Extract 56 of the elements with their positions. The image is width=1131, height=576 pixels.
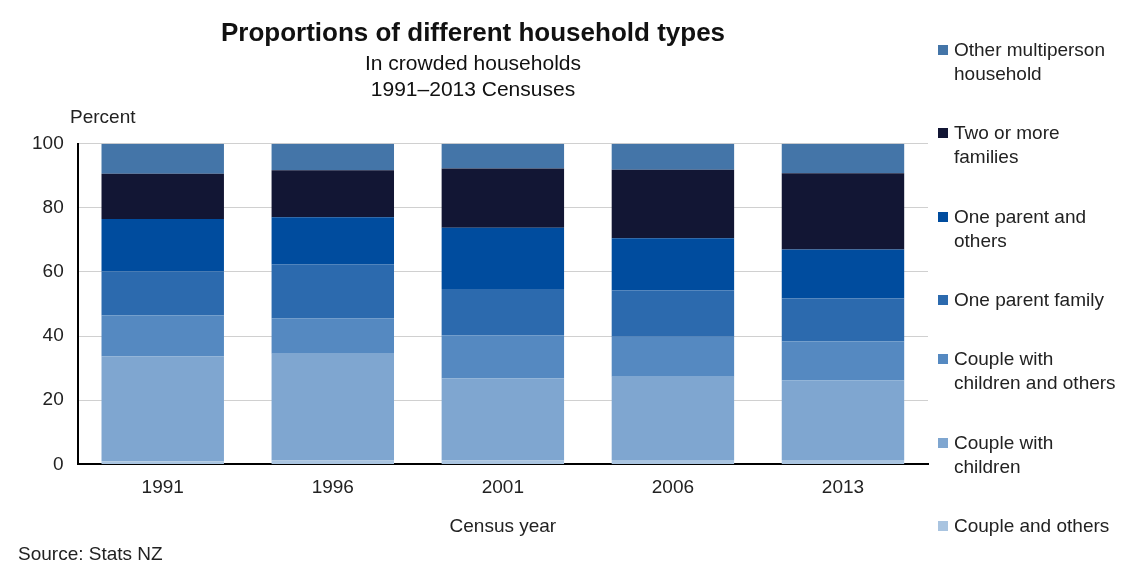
bar [611,376,735,460]
bar [781,341,905,381]
bar [271,318,395,354]
bar [781,298,905,342]
x-tick-label: 1996 [311,476,354,498]
x-tick-label: 2001 [481,476,524,498]
x-tick-label: 1991 [141,476,184,498]
bar [611,169,735,239]
bar [441,378,565,461]
x-tick-label: 2006 [651,476,695,498]
y-tick-label: 0 [53,452,64,474]
bar [781,459,905,464]
bar [611,336,735,377]
bar [611,238,735,291]
y-tick-label: 40 [42,324,64,346]
bar [611,459,735,464]
bar [271,353,395,461]
legend-label: Two or more families [954,121,1061,170]
bar [101,356,224,462]
legend-label: Couple and others [954,513,1110,538]
bar [101,143,224,174]
bar [441,288,565,336]
y-tick-label: 100 [32,131,64,153]
bar [101,173,224,220]
bar [271,264,395,319]
bar [781,380,905,460]
source-note: Source: Stats NZ [18,542,164,564]
bar [781,249,905,299]
bar [441,227,565,289]
y-tick-label: 60 [42,260,64,282]
y-axis-title: Percent [70,106,137,128]
bar [441,143,565,169]
chart-subtitle: In crowded households 1991–2013 Censuses [365,51,581,101]
legend-label: One parent family [954,288,1104,312]
bar [101,461,224,464]
legend-label: Couple with children and others [954,347,1117,396]
bar [441,335,565,379]
y-tick-label: 80 [42,196,64,218]
x-axis-title: Census year [449,514,557,536]
x-tick-label: 2013 [821,476,865,498]
bar [101,271,224,316]
bar [271,143,395,171]
bar [781,143,905,174]
bar [611,143,735,170]
chart-title: Proportions of different household types [220,16,726,47]
y-tick-label: 20 [42,388,64,410]
bar [441,168,565,228]
bar [781,173,905,250]
legend-label: One parent and others [954,204,1088,253]
legend-label: Couple with children [954,430,1055,479]
bar [611,290,735,337]
bar [101,315,224,357]
bar [271,217,395,265]
bar [101,219,224,272]
legend-label: Other multiperson household [954,38,1106,86]
bar [271,170,395,218]
